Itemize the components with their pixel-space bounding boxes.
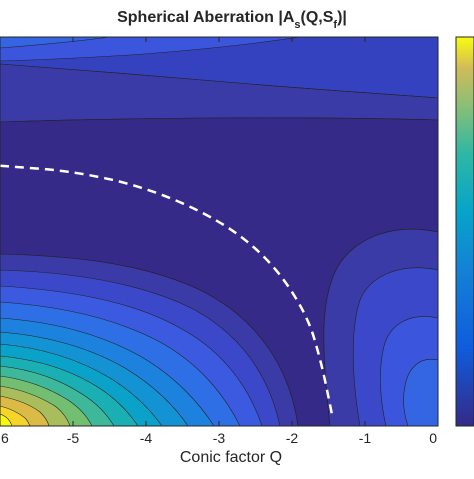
plot-area [0,37,438,426]
x-tick-label: -3 [213,430,226,446]
x-tick-label: -1 [359,430,372,446]
contour-region-top-2 [0,37,301,62]
contour-region-right-4 [403,358,438,426]
colorbar [456,37,474,426]
x-tick-label: -4 [140,430,153,446]
x-axis-label: Conic factor Q [180,449,282,466]
x-axis: 6 -5 -4 -3 -2 -1 0 [0,37,439,446]
colorbar-frame [455,36,474,427]
x-tick-label: -5 [67,430,80,446]
zero-contour-line [0,164,334,416]
x-tick-label: 6 [1,430,9,446]
contour-lobe-14 [0,413,13,426]
chart-title: Spherical Aberration |As(Q,Sf)| [117,9,347,31]
x-tick-label: 0 [429,430,437,446]
x-tick-label: -2 [286,430,299,446]
contour-region-top-3 [0,37,111,49]
